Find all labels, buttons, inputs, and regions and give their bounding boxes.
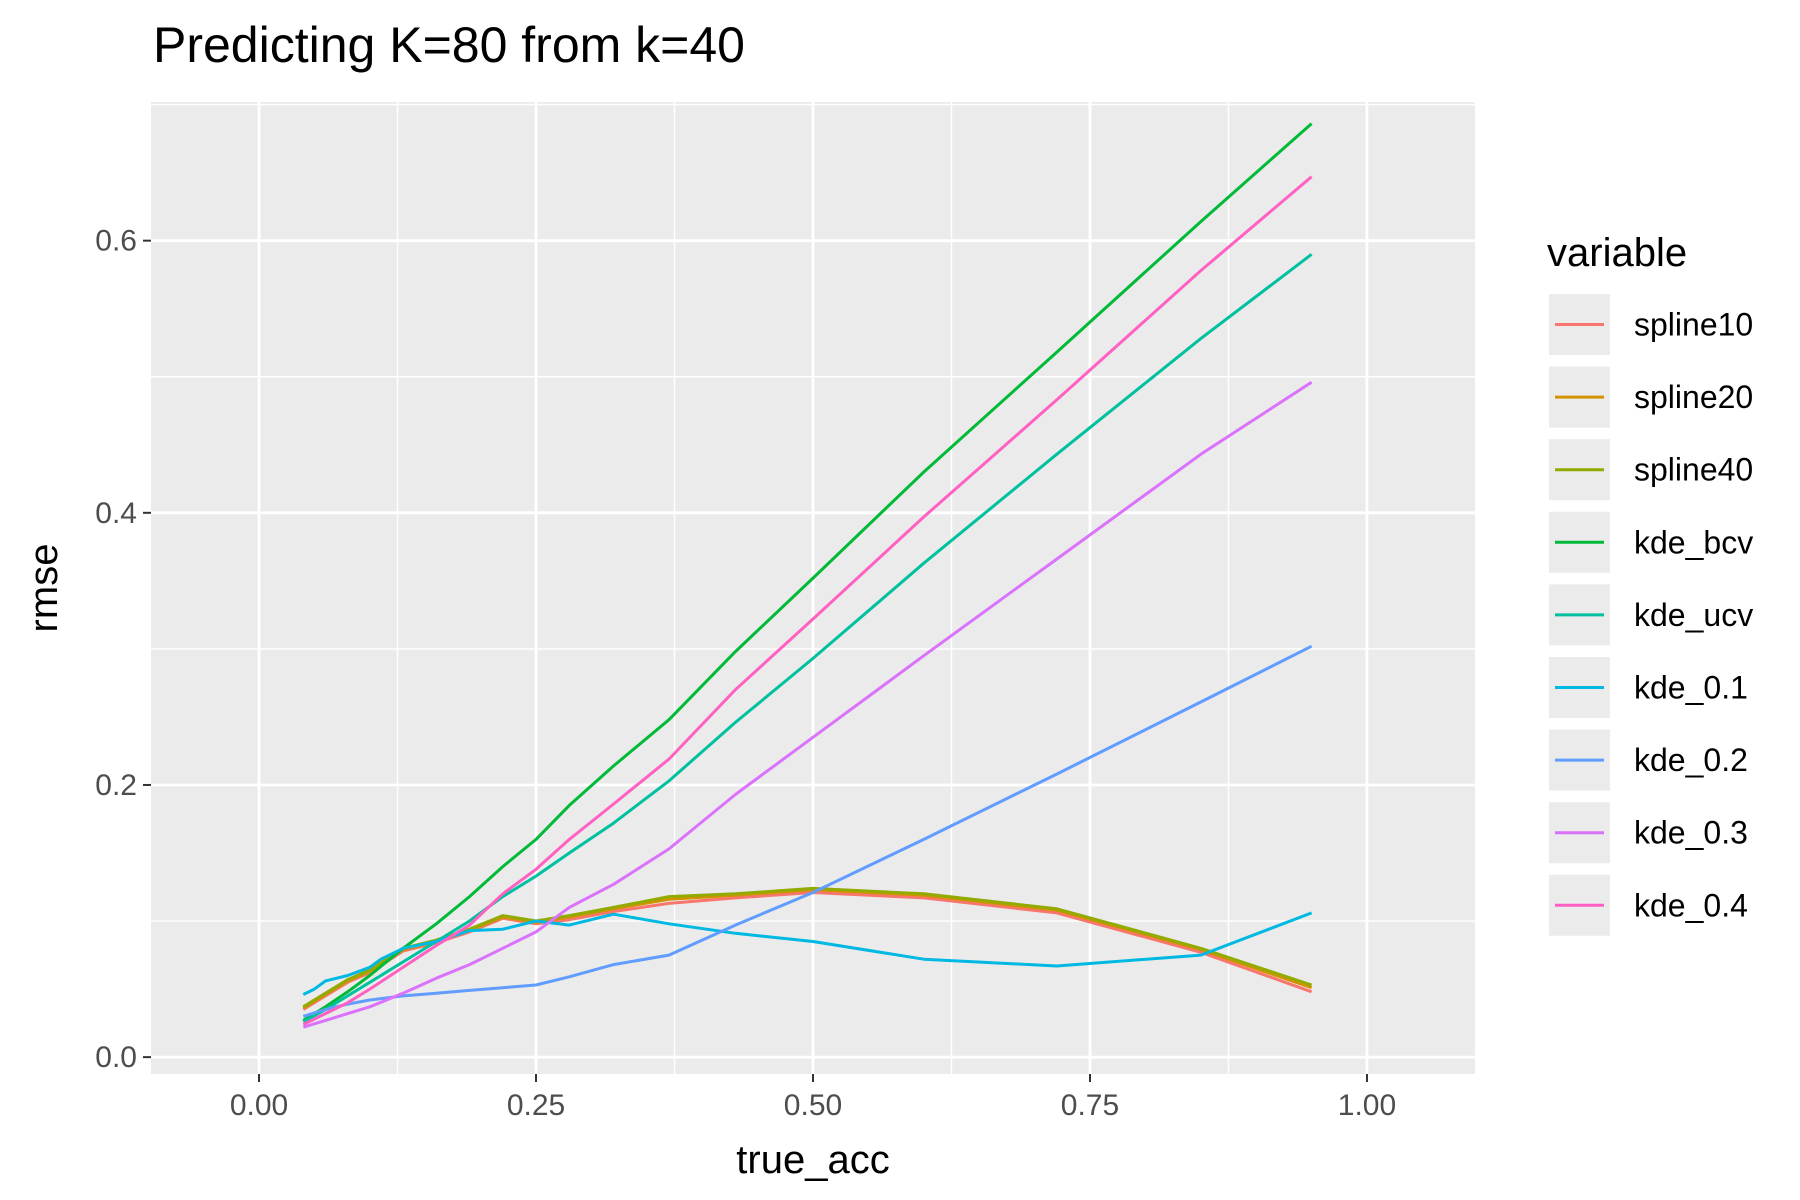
series-line-kde-bcv [302, 122, 1313, 1022]
x-tick-label: 1.00 [1338, 1089, 1396, 1122]
y-tick-label: 0.0 [95, 1041, 137, 1074]
chart-title: Predicting K=80 from k=40 [153, 17, 745, 73]
legend-label-spline10: spline10 [1634, 307, 1753, 343]
series-line-kde-0-2 [302, 644, 1313, 1018]
legend-label-kde-bcv: kde_bcv [1634, 524, 1753, 560]
x-tick-label: 0.00 [230, 1089, 288, 1122]
legend-label-spline20: spline20 [1634, 379, 1753, 415]
major-gridlines [151, 102, 1475, 1074]
legend-label-kde-0-3: kde_0.3 [1634, 815, 1748, 851]
series-line-kde-0-1 [302, 911, 1313, 996]
legend-label-kde-0-4: kde_0.4 [1634, 887, 1748, 923]
series-line-kde-0-3 [302, 380, 1313, 1029]
x-tick-label: 0.75 [1061, 1089, 1119, 1122]
series-line-kde-0-4 [302, 175, 1313, 1026]
y-tick-label: 0.2 [95, 769, 137, 802]
legend-label-kde-0-2: kde_0.2 [1634, 742, 1748, 778]
y-tick-label: 0.4 [95, 497, 137, 530]
y-axis-title: rmse [22, 544, 66, 633]
x-tick-label: 0.25 [507, 1089, 565, 1122]
legend-label-kde-0-1: kde_0.1 [1634, 670, 1748, 706]
legend-label-spline40: spline40 [1634, 452, 1753, 488]
legend-label-kde-ucv: kde_ucv [1634, 597, 1753, 633]
series-lines [302, 122, 1313, 1029]
x-axis-title: true_acc [736, 1138, 889, 1182]
x-axis-ticks: 0.00 0.25 0.50 0.75 1.00 [230, 1074, 1396, 1122]
series-line-kde-ucv [302, 253, 1313, 1024]
y-tick-label: 0.6 [95, 225, 137, 258]
legend-title: variable [1547, 231, 1687, 275]
y-axis-ticks: 0.0 0.2 0.4 0.6 [95, 225, 151, 1074]
legend: spline10 spline20 spline40 kde_bcv kde_ucvkd… [1549, 294, 1753, 936]
x-tick-label: 0.50 [784, 1089, 842, 1122]
